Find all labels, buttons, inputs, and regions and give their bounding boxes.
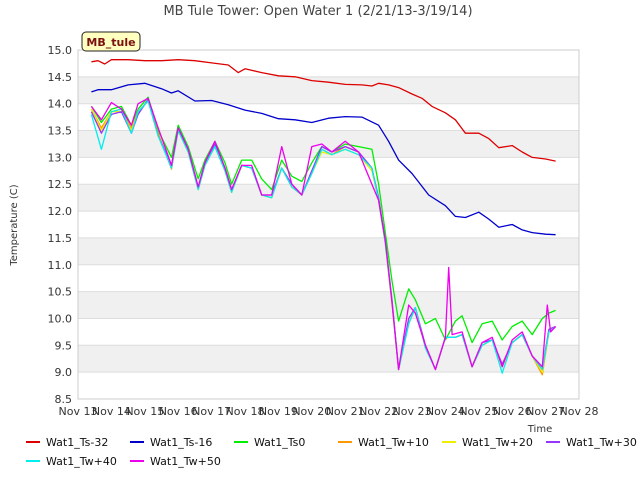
x-tick-label: Nov 19 bbox=[259, 405, 298, 418]
x-tick-label: Nov 21 bbox=[326, 405, 365, 418]
legend-label: Wat1_Ts-16 bbox=[150, 436, 212, 449]
y-tick-label: 8.5 bbox=[55, 393, 73, 406]
y-tick-label: 14.5 bbox=[48, 71, 73, 84]
y-tick-label: 10.5 bbox=[48, 286, 73, 299]
x-tick-label: Nov 18 bbox=[226, 405, 265, 418]
plot-band bbox=[78, 76, 579, 104]
legend-label: Wat1_Tw+40 bbox=[46, 455, 117, 468]
x-axis-label: Time bbox=[527, 424, 552, 435]
plot-band bbox=[78, 264, 579, 292]
legend-item: Wat1_Tw+50 bbox=[130, 455, 221, 468]
plot-band bbox=[78, 291, 579, 319]
legend-item: Wat1_Tw+40 bbox=[26, 455, 117, 468]
station-badge: MB_tule bbox=[81, 31, 141, 52]
x-tick-label: Nov 27 bbox=[526, 405, 565, 418]
y-tick-label: 13.5 bbox=[48, 125, 73, 138]
plot-band bbox=[78, 157, 579, 185]
x-tick-label: Nov 28 bbox=[560, 405, 599, 418]
x-tick-label: Nov 22 bbox=[359, 405, 398, 418]
plot-band bbox=[78, 237, 579, 265]
plot-band bbox=[78, 318, 579, 346]
y-tick-label: 11.5 bbox=[48, 232, 73, 245]
x-tick-label: Nov 16 bbox=[159, 405, 198, 418]
y-axis-label: Temperature (C) bbox=[9, 184, 20, 266]
station-badge-label: MB_tule bbox=[86, 36, 135, 49]
x-tick-label: Nov 17 bbox=[192, 405, 231, 418]
series-line-wat1-ts-32 bbox=[91, 59, 556, 162]
series-line-wat1-ts-16 bbox=[91, 82, 556, 236]
legend-label: Wat1_Ts0 bbox=[254, 436, 305, 449]
legend-item: Wat1_Tw+10 bbox=[338, 436, 429, 449]
legend-label: Wat1_Tw+20 bbox=[462, 436, 533, 449]
x-tick-label: Nov 15 bbox=[125, 405, 164, 418]
legend-label: Wat1_Tw+10 bbox=[358, 436, 429, 449]
x-tick-label: Nov 20 bbox=[292, 405, 331, 418]
plot-band bbox=[78, 184, 579, 212]
y-tick-label: 15.0 bbox=[48, 44, 73, 57]
y-tick-label: 10.0 bbox=[48, 312, 73, 325]
x-tick-label: Nov 24 bbox=[426, 405, 465, 418]
plot-bands bbox=[78, 50, 579, 399]
legend-label: Wat1_Tw+50 bbox=[150, 455, 221, 468]
series-group bbox=[90, 59, 557, 376]
x-tick-label: Nov 14 bbox=[92, 405, 131, 418]
legend-item: Wat1_Tw+20 bbox=[442, 436, 533, 449]
legend-label: Wat1_Tw+30 bbox=[566, 436, 637, 449]
legend-label: Wat1_Ts-32 bbox=[46, 436, 108, 449]
y-tick-labels: 8.5 9.0 9.5 10.0 10.5 11.0 11.5 12.0 12.5 13.0 13.… bbox=[48, 44, 73, 406]
plot-band bbox=[78, 372, 579, 399]
chart-title: MB Tule Tower: Open Water 1 (2/21/13-3/1… bbox=[163, 4, 472, 19]
legend-item: Wat1_Ts-32 bbox=[26, 436, 108, 449]
legend: Wat1_Ts-32 Wat1_Ts-16 Wat1_Ts0 Wat1_Tw+10 Wa… bbox=[26, 436, 637, 468]
y-tick-label: 12.5 bbox=[48, 178, 73, 191]
legend-item: Wat1_Tw+30 bbox=[546, 436, 637, 449]
legend-item: Wat1_Ts0 bbox=[234, 436, 305, 449]
x-tick-label: Nov 25 bbox=[459, 405, 498, 418]
y-tick-label: 14.0 bbox=[48, 98, 73, 111]
y-tick-label: 9.0 bbox=[55, 366, 73, 379]
y-tick-label: 13.0 bbox=[48, 151, 73, 164]
station-badge-box bbox=[81, 31, 141, 52]
plot-frame bbox=[77, 49, 580, 400]
y-tick-label: 12.0 bbox=[48, 205, 73, 218]
plot-band bbox=[78, 50, 579, 77]
plot-band bbox=[78, 211, 579, 238]
plot-band bbox=[78, 103, 579, 131]
x-tick-label: Nov 13 bbox=[59, 405, 98, 418]
y-tick-label: 11.0 bbox=[48, 259, 73, 272]
series-line-wat1-tw-50 bbox=[90, 97, 557, 371]
x-tick-label: Nov 23 bbox=[393, 405, 432, 418]
x-tick-label: Nov 26 bbox=[493, 405, 532, 418]
y-tick-label: 9.5 bbox=[55, 339, 73, 352]
legend-item: Wat1_Ts-16 bbox=[130, 436, 212, 449]
